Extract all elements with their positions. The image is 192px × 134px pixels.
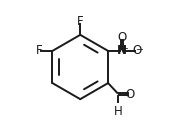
Text: F: F — [77, 15, 84, 28]
Text: O: O — [126, 88, 135, 101]
Text: +: + — [121, 44, 128, 53]
Text: O: O — [132, 44, 142, 57]
Text: H: H — [113, 105, 122, 118]
Text: F: F — [36, 44, 43, 57]
Text: N: N — [117, 44, 127, 57]
Text: O: O — [117, 31, 127, 44]
Text: −: − — [136, 44, 144, 53]
